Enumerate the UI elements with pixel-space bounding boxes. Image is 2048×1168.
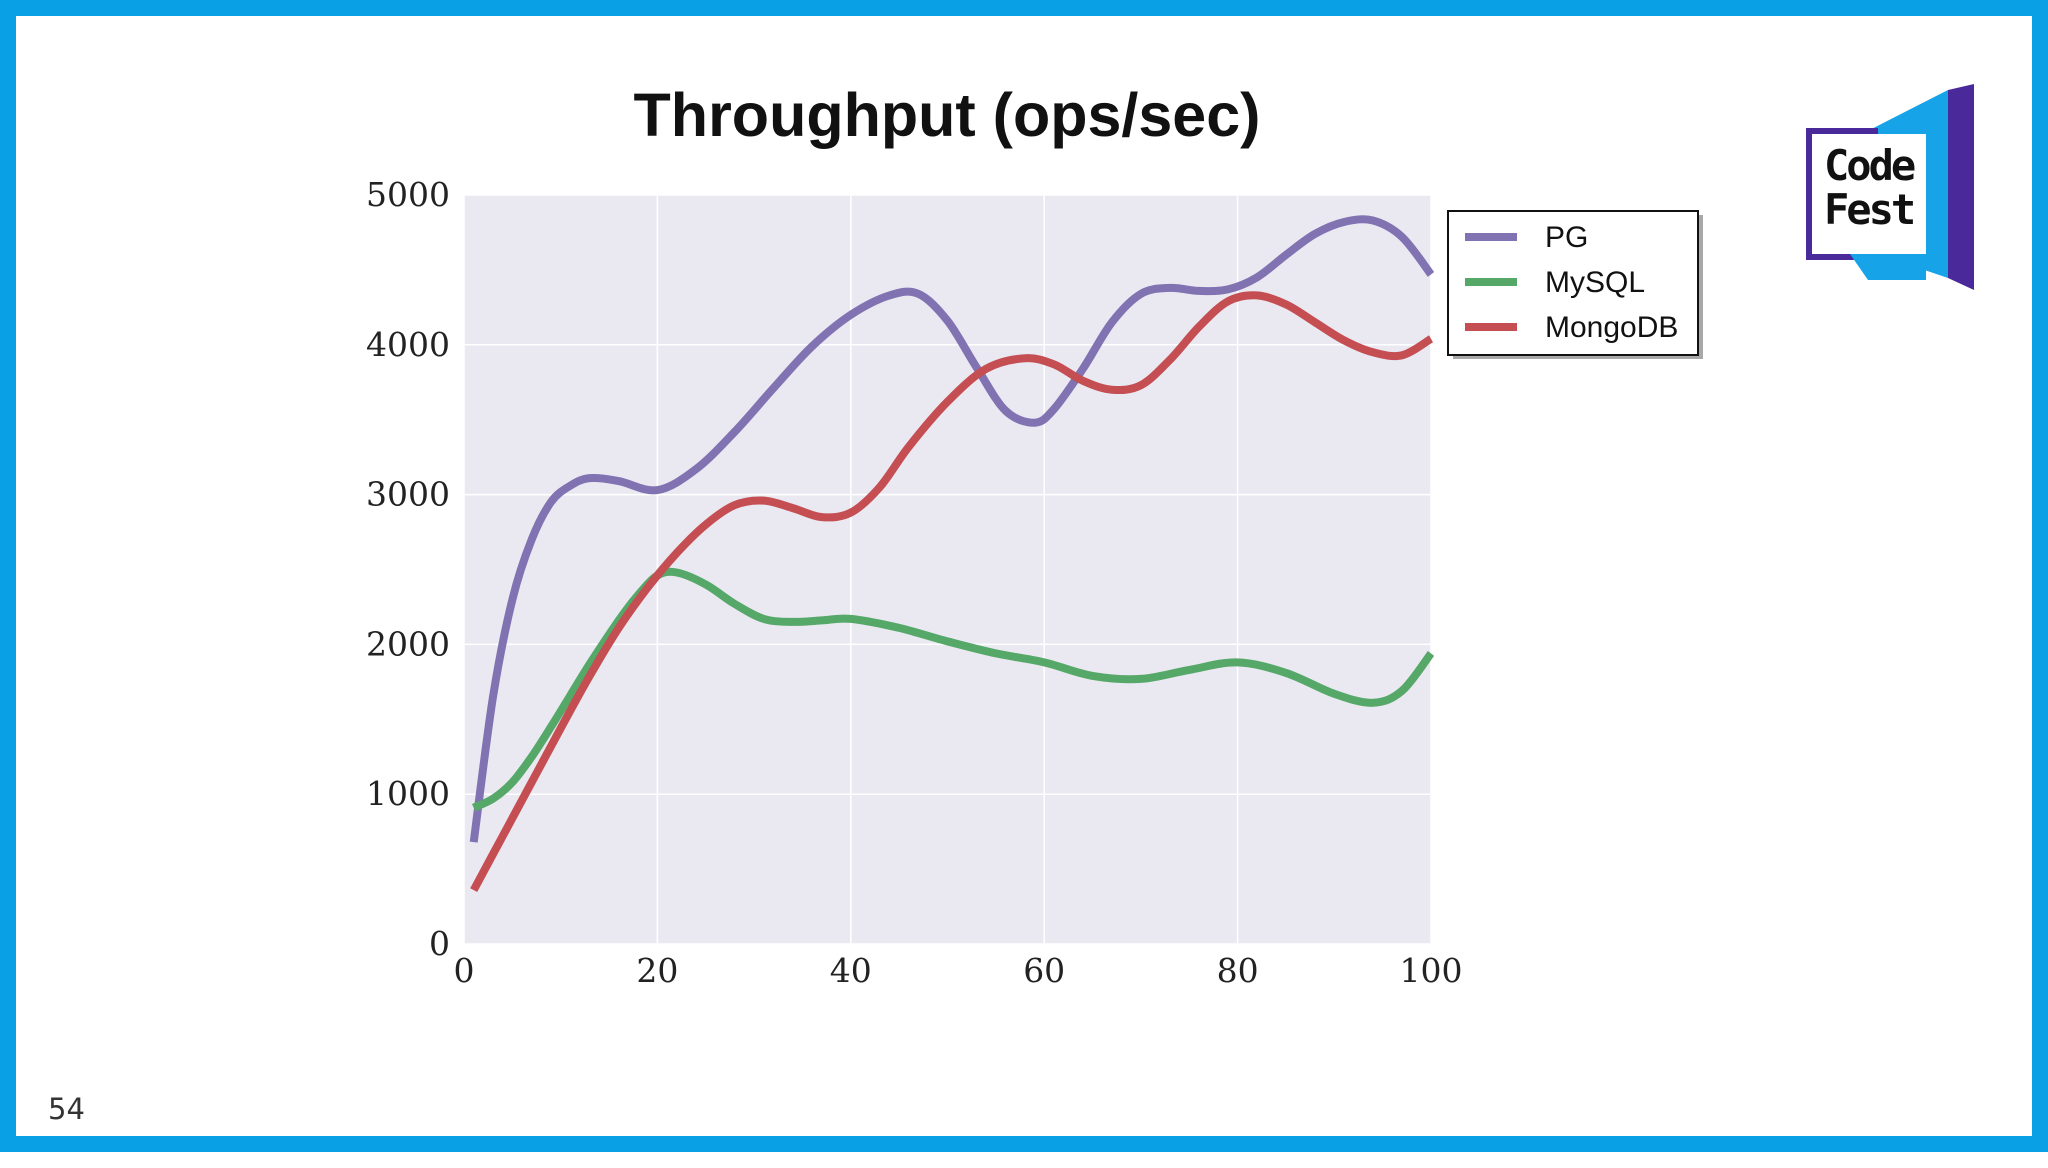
- series-layer: [469, 215, 1435, 892]
- y-tick-label: 0: [429, 924, 450, 963]
- x-tick-label: 20: [636, 951, 678, 990]
- x-tick-label: 80: [1217, 951, 1259, 990]
- codefest-logo-graphic: [1806, 84, 1974, 290]
- legend-label-pg: PG: [1545, 221, 1588, 254]
- y-tick-label: 5000: [366, 175, 450, 214]
- y-tick-label: 2000: [366, 624, 450, 663]
- grid: [463, 194, 1432, 945]
- chart-title: Throughput (ops/sec): [633, 81, 1261, 149]
- logo-text-line2: Fest: [1824, 185, 1916, 234]
- legend-label-mysql: MySQL: [1545, 266, 1645, 299]
- logo-text-line1: Code: [1824, 141, 1916, 190]
- y-tick-label: 1000: [366, 774, 450, 813]
- logo-text: Code Fest: [1824, 141, 1916, 234]
- series-line-mysql: [472, 567, 1435, 812]
- y-tick-label: 4000: [366, 325, 450, 364]
- series-line-mongodb: [470, 291, 1434, 892]
- legend-label-mongodb: MongoDB: [1545, 311, 1678, 344]
- codefest-logo: Code Fest: [1806, 82, 1978, 296]
- series-line-pg: [469, 215, 1435, 843]
- y-tick-label: 3000: [366, 475, 450, 514]
- x-tick-label: 0: [454, 951, 475, 990]
- x-tick-label: 100: [1400, 951, 1463, 990]
- page-number: 54: [48, 1092, 85, 1126]
- x-tick-label: 60: [1023, 951, 1065, 990]
- x-tick-label: 40: [830, 951, 872, 990]
- legend: PG MySQL MongoDB: [1447, 210, 1703, 359]
